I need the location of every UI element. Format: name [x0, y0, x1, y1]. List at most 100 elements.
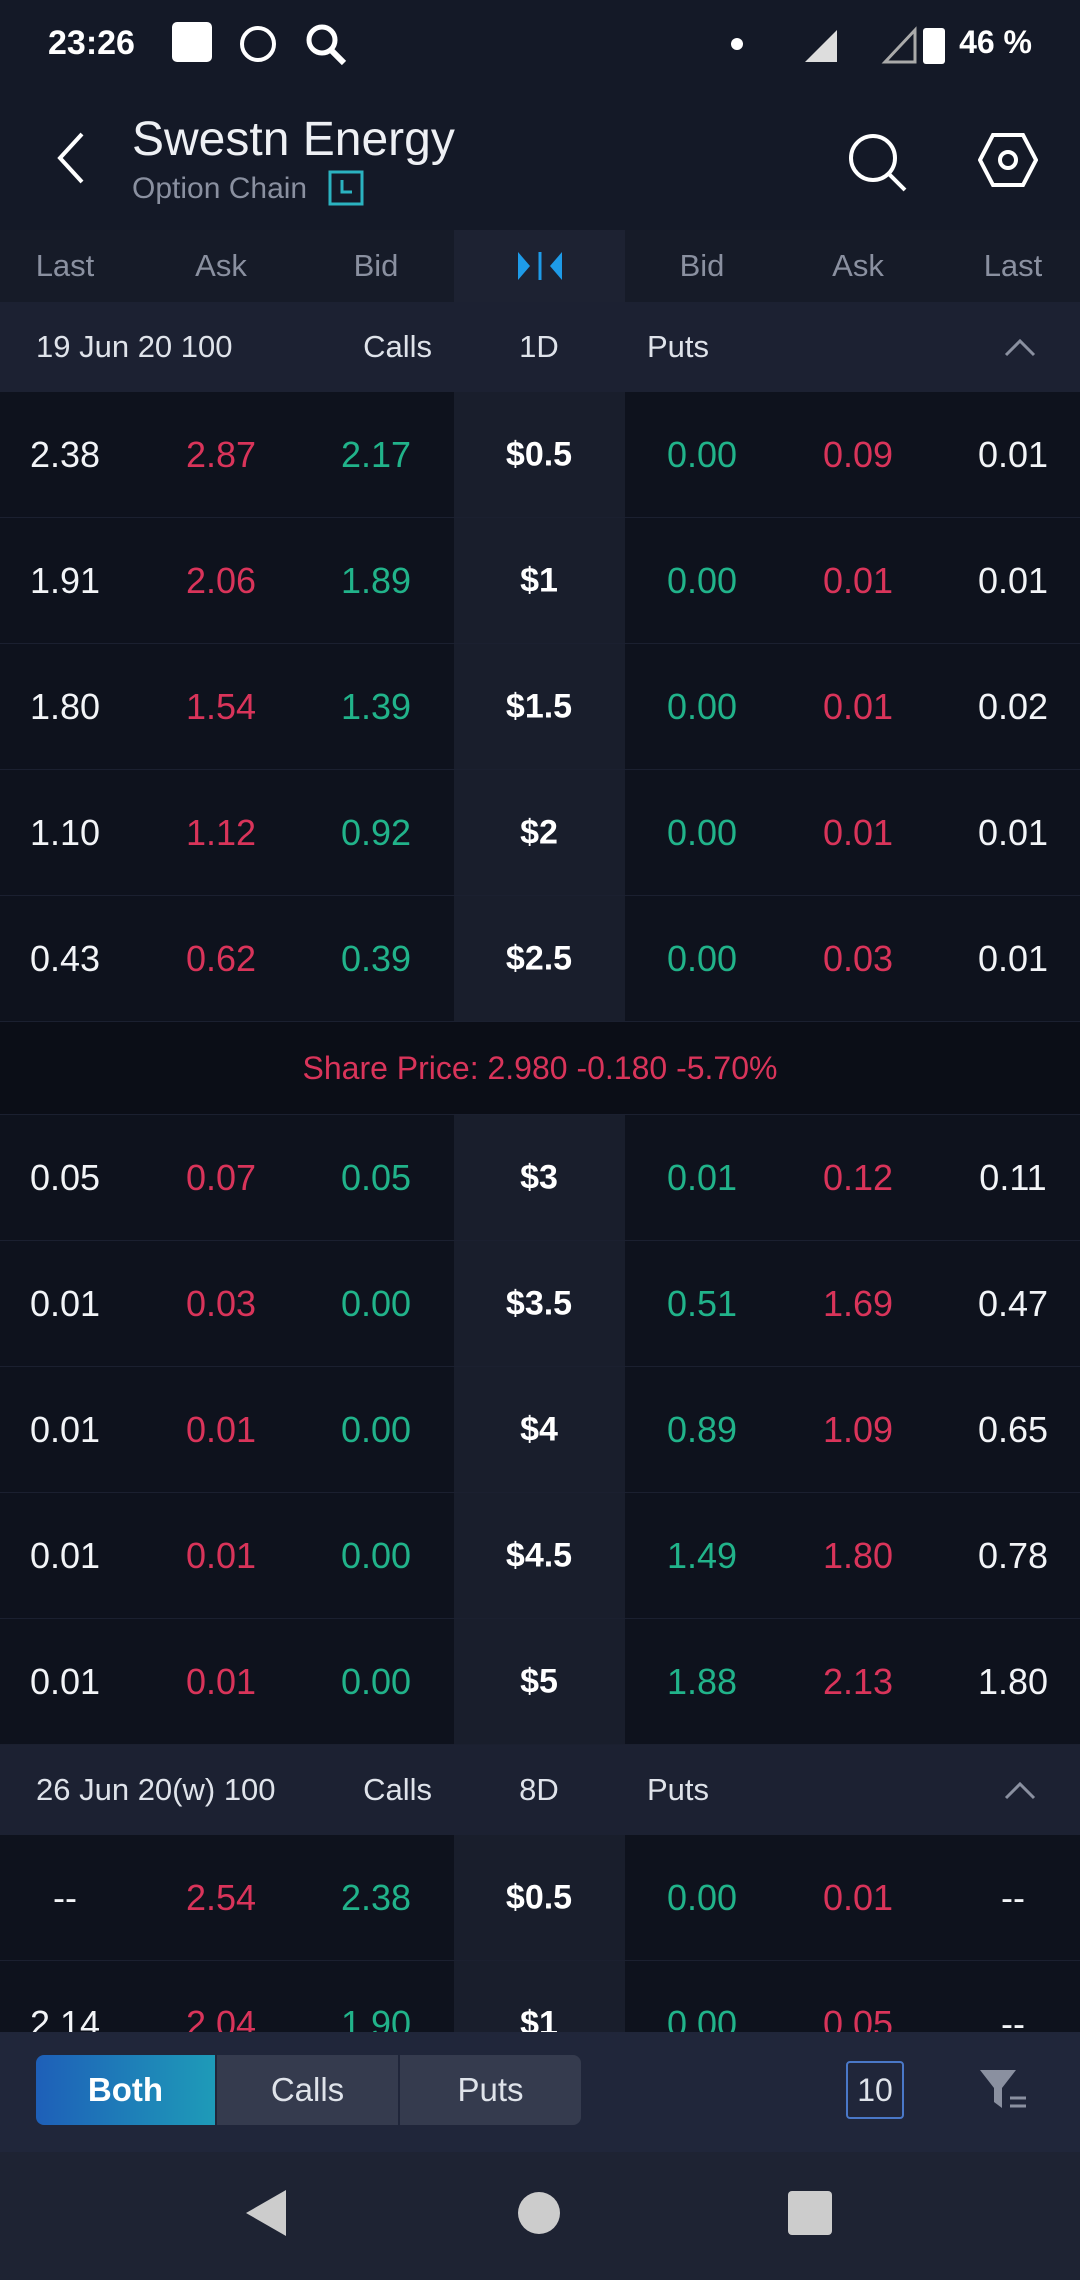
cell: 0.03 — [185, 1282, 257, 1324]
option-row[interactable]: 2.38 2.87 2.17 $0.5 0.00 0.09 0.01 — [0, 392, 1080, 518]
option-row[interactable]: 0.01 0.03 0.00 $3.5 0.51 1.69 0.47 — [0, 1241, 1080, 1367]
cell: 2.87 — [185, 433, 257, 475]
cell: 0.01 — [185, 1408, 257, 1450]
cell: 0.01 — [822, 685, 894, 727]
option-row[interactable]: 0.01 0.01 0.00 $5 1.88 2.13 1.80 — [0, 1619, 1080, 1745]
option-row[interactable]: 0.05 0.07 0.05 $3 0.01 0.12 0.11 — [0, 1115, 1080, 1241]
cell: 0.05 — [340, 1156, 412, 1198]
cell: 1.49 — [666, 1534, 738, 1576]
cell: 2.04 — [185, 2002, 257, 2033]
column-label: Bid — [679, 248, 725, 283]
cell: 0.43 — [29, 937, 101, 979]
cell: 1.09 — [822, 1408, 894, 1450]
cell: 0.00 — [666, 433, 738, 475]
option-row[interactable]: 0.01 0.01 0.00 $4 0.89 1.09 0.65 — [0, 1367, 1080, 1493]
option-row[interactable]: -- 2.54 2.38 $0.5 0.00 0.01 -- — [0, 1835, 1080, 1961]
cell: 0.01 — [29, 1660, 101, 1702]
option-row[interactable]: 1.10 1.12 0.92 $2 0.00 0.01 0.01 — [0, 770, 1080, 896]
cell: 0.00 — [666, 2002, 738, 2033]
cell: 0.62 — [185, 937, 257, 979]
cell: 2.54 — [185, 1876, 257, 1918]
cell: 0.00 — [666, 937, 738, 979]
cell: 0.01 — [822, 811, 894, 853]
cell: 0.12 — [822, 1156, 894, 1198]
puts-label: Puts — [647, 329, 710, 364]
option-row[interactable]: 0.43 0.62 0.39 $2.5 0.00 0.03 0.01 — [0, 896, 1080, 1022]
tab-group: Both Calls Puts — [36, 2055, 581, 2125]
back-button[interactable] — [52, 130, 92, 186]
strike: $3 — [520, 1158, 558, 1196]
option-row[interactable]: 1.91 2.06 1.89 $1 0.00 0.01 0.01 — [0, 518, 1080, 644]
column-label: Last — [35, 248, 95, 283]
signal-icons — [731, 26, 945, 64]
column-label: Last — [983, 248, 1043, 283]
cell: 0.00 — [666, 811, 738, 853]
column-label: Bid — [353, 248, 399, 283]
cell: -- — [1001, 2002, 1025, 2033]
cell: 0.02 — [977, 685, 1049, 727]
cell: 0.01 — [666, 1156, 738, 1198]
cell: 2.13 — [822, 1660, 894, 1702]
cell: 0.01 — [29, 1534, 101, 1576]
strike: $1 — [520, 2004, 558, 2032]
cell: 0.51 — [666, 1282, 738, 1324]
cell: 0.00 — [666, 685, 738, 727]
title: Swestn Energy — [132, 113, 455, 166]
option-chain: 19 Jun 20 100 Calls 1D Puts 2.38 2.87 2.17 $0.5… — [0, 302, 1080, 2032]
strike: $1 — [520, 561, 558, 599]
share-price: Share Price: 2.980 -0.180 -5.70% — [0, 1022, 1080, 1115]
cell: 0.00 — [340, 1282, 412, 1324]
cell: 0.00 — [340, 1408, 412, 1450]
search-button[interactable] — [845, 130, 909, 194]
cell: 0.00 — [666, 559, 738, 601]
cell: 0.89 — [666, 1408, 738, 1450]
option-row[interactable]: 1.80 1.54 1.39 $1.5 0.00 0.01 0.02 — [0, 644, 1080, 770]
option-row[interactable]: 2.14 2.04 1.90 $1 0.00 0.05 -- — [0, 1961, 1080, 2033]
expiry-header[interactable]: 19 Jun 20 100 Calls 1D Puts — [0, 302, 1080, 392]
cell: 2.38 — [340, 1876, 412, 1918]
strike: $3.5 — [505, 1284, 573, 1322]
nav-buttons[interactable] — [0, 2152, 1080, 2280]
expiry-header[interactable]: 26 Jun 20(w) 100 Calls 8D Puts — [0, 1745, 1080, 1835]
cell: 0.01 — [977, 811, 1049, 853]
cell: 0.01 — [977, 433, 1049, 475]
tab[interactable]: Both — [36, 2055, 215, 2125]
calls-label: Calls — [363, 1772, 432, 1807]
cell: 1.10 — [29, 811, 101, 853]
tab[interactable]: Puts — [398, 2055, 581, 2125]
time: 23:26 — [48, 24, 135, 62]
cell: 0.47 — [977, 1282, 1049, 1324]
subtitle: Option Chain — [132, 172, 308, 205]
settings-button[interactable] — [978, 132, 1038, 188]
collapse-chevron[interactable] — [1004, 1780, 1036, 1800]
cell: 0.01 — [977, 559, 1049, 601]
cell: 0.00 — [666, 1876, 738, 1918]
cell: 0.00 — [340, 1534, 412, 1576]
strike: $5 — [520, 1662, 558, 1700]
cell: 0.01 — [185, 1534, 257, 1576]
cell: 1.12 — [185, 811, 257, 853]
cell: 0.07 — [185, 1156, 257, 1198]
column-label: Ask — [832, 248, 884, 283]
cell: 0.65 — [977, 1408, 1049, 1450]
battery: 46 % — [959, 24, 1032, 60]
cell: -- — [1001, 1876, 1025, 1918]
expiry-label: 26 Jun 20(w) 100 — [36, 1772, 276, 1807]
cell: 0.01 — [29, 1408, 101, 1450]
cell: 1.80 — [29, 685, 101, 727]
option-row[interactable]: 0.01 0.01 0.00 $4.5 1.49 1.80 0.78 — [0, 1493, 1080, 1619]
cell: 0.05 — [822, 2002, 894, 2033]
filter-button[interactable] — [978, 2068, 1028, 2112]
count-box[interactable]: 10 — [846, 2061, 904, 2119]
tab[interactable]: Calls — [215, 2055, 398, 2125]
collapse-chevron[interactable] — [1004, 337, 1036, 357]
cell: 0.09 — [822, 433, 894, 475]
strike: $0.5 — [505, 1878, 573, 1916]
strike: $1.5 — [505, 687, 573, 725]
cell: 2.06 — [185, 559, 257, 601]
toggle-icon[interactable] — [516, 250, 564, 282]
cell: 0.03 — [822, 937, 894, 979]
cell: 0.01 — [977, 937, 1049, 979]
days-label: 1D — [519, 329, 559, 364]
cell: 0.05 — [29, 1156, 101, 1198]
